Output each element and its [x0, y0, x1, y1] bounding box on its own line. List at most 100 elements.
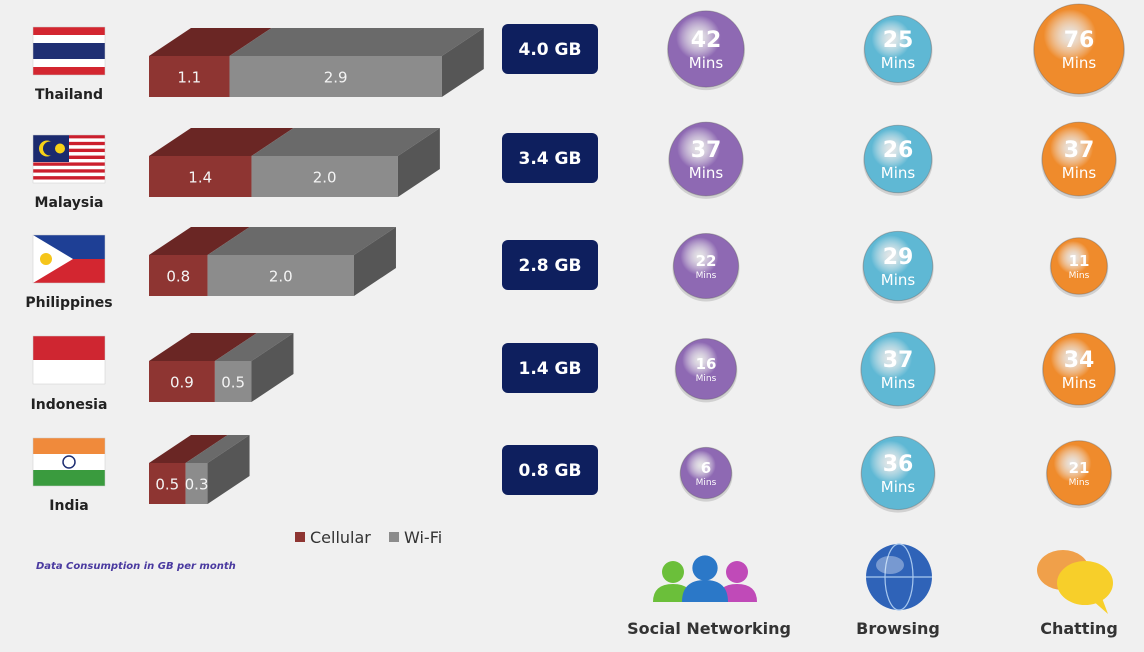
- bubble-chatting: [1033, 3, 1125, 95]
- bar-value-label: 2.0: [269, 268, 293, 286]
- bubble-value: 37: [691, 138, 722, 163]
- bar-wi-fi-philippines: [207, 255, 354, 296]
- chart-note: Data Consumption in GB per month: [36, 561, 236, 572]
- bubble-chatting: [1042, 332, 1116, 406]
- bubble-browsing: [862, 230, 934, 302]
- bar-top-cellular: [149, 333, 257, 361]
- country-label: Indonesia: [31, 397, 108, 413]
- bubble-unit: Mins: [1062, 164, 1097, 182]
- bar-side: [353, 227, 396, 296]
- bar-value-label: 0.8: [166, 268, 190, 286]
- category-label-browsing: Browsing: [856, 619, 940, 638]
- bubble-unit: Mins: [1069, 478, 1090, 488]
- bubble-chatting: [1041, 121, 1117, 197]
- bar-cellular-philippines: [149, 255, 208, 296]
- bubble-unit: Mins: [881, 478, 916, 496]
- bubble-unit: Mins: [689, 54, 724, 72]
- bubble-unit: Mins: [1069, 271, 1090, 281]
- bar-value-label: 2.9: [324, 69, 348, 87]
- bubble-unit: Mins: [1062, 54, 1097, 72]
- bubble-chatting: [1046, 440, 1112, 506]
- bar-value-label: 0.3: [185, 476, 209, 494]
- bar-top-wi-fi: [185, 435, 250, 463]
- bar-top-cellular: [149, 28, 272, 56]
- bubble-unit: Mins: [881, 374, 916, 392]
- total-badge: [502, 445, 598, 495]
- chat-bubbles-icon: [1037, 550, 1113, 614]
- bubble-value: 37: [883, 348, 914, 373]
- flag-icon-philippines: [32, 234, 106, 284]
- bar-top-wi-fi: [207, 227, 396, 255]
- total-label: 0.8 GB: [519, 461, 582, 481]
- bubble-unit: Mins: [696, 478, 717, 488]
- bubble-unit: Mins: [689, 164, 724, 182]
- bubble-unit: Mins: [696, 374, 717, 384]
- total-label: 4.0 GB: [519, 40, 582, 60]
- globe-icon: [866, 543, 932, 611]
- bubble-social-networking: [667, 10, 745, 88]
- bar-side: [397, 128, 440, 197]
- bar-top-cellular: [149, 128, 294, 156]
- bubble-value: 11: [1069, 252, 1090, 270]
- flag-icon-india: [32, 437, 106, 487]
- flag-icon-thailand: [32, 26, 106, 76]
- bubble-social-networking: [675, 338, 737, 400]
- total-badge: [502, 24, 598, 74]
- social-networking-icon: [653, 555, 757, 602]
- category-label-chatting: Chatting: [1040, 619, 1118, 638]
- bar-cellular-indonesia: [149, 361, 215, 402]
- legend-label-wifi: Wi-Fi: [404, 528, 442, 547]
- bubble-unit: Mins: [881, 164, 916, 182]
- total-badge: [502, 240, 598, 290]
- bubble-social-networking: [668, 121, 744, 197]
- bubble-value: 29: [883, 245, 914, 270]
- bubble-unit: Mins: [696, 271, 717, 281]
- bubble-value: 6: [701, 459, 711, 477]
- bar-value-label: 0.9: [170, 374, 194, 392]
- total-label: 3.4 GB: [519, 149, 582, 169]
- bar-side: [251, 333, 294, 402]
- bubble-value: 42: [691, 28, 722, 53]
- bar-cellular-thailand: [149, 56, 230, 97]
- country-label: Malaysia: [35, 195, 104, 211]
- bar-top-wi-fi: [251, 128, 440, 156]
- bar-wi-fi-thailand: [229, 56, 442, 97]
- country-label: Thailand: [35, 87, 103, 103]
- bubble-value: 21: [1069, 459, 1090, 477]
- bubble-chatting: [1050, 237, 1108, 295]
- bubble-value: 37: [1064, 138, 1095, 163]
- bar-side: [207, 435, 250, 504]
- bubble-unit: Mins: [1062, 374, 1097, 392]
- bubble-value: 26: [883, 138, 914, 163]
- bar-top-cellular: [149, 227, 250, 255]
- bubble-social-networking: [679, 446, 733, 500]
- bubble-value: 16: [696, 355, 717, 373]
- bar-value-label: 1.4: [188, 169, 212, 187]
- bubble-value: 25: [883, 28, 914, 53]
- legend-swatch-wifi: [389, 532, 399, 542]
- bubble-value: 34: [1064, 348, 1095, 373]
- flag-icon-indonesia: [32, 335, 106, 385]
- bubble-browsing: [860, 435, 936, 511]
- category-label-social: Social Networking: [627, 619, 791, 638]
- total-badge: [502, 133, 598, 183]
- bar-top-wi-fi: [229, 28, 484, 56]
- bar-side: [441, 28, 484, 97]
- bubble-browsing: [864, 15, 932, 83]
- bar-value-label: 0.5: [221, 374, 245, 392]
- flag-icon-malaysia: [32, 134, 106, 184]
- bar-cellular-malaysia: [149, 156, 252, 197]
- bubble-unit: Mins: [881, 54, 916, 72]
- bubble-social-networking: [672, 232, 740, 300]
- bar-value-label: 1.1: [177, 69, 201, 87]
- bubble-browsing: [860, 331, 936, 407]
- legend-swatch-cellular: [295, 532, 305, 542]
- bar-value-label: 2.0: [313, 169, 337, 187]
- legend-label-cellular: Cellular: [310, 528, 371, 547]
- bubble-value: 76: [1064, 28, 1095, 53]
- total-label: 2.8 GB: [519, 256, 582, 276]
- total-badge: [502, 343, 598, 393]
- bar-cellular-india: [149, 463, 186, 504]
- bubble-value: 36: [883, 452, 914, 477]
